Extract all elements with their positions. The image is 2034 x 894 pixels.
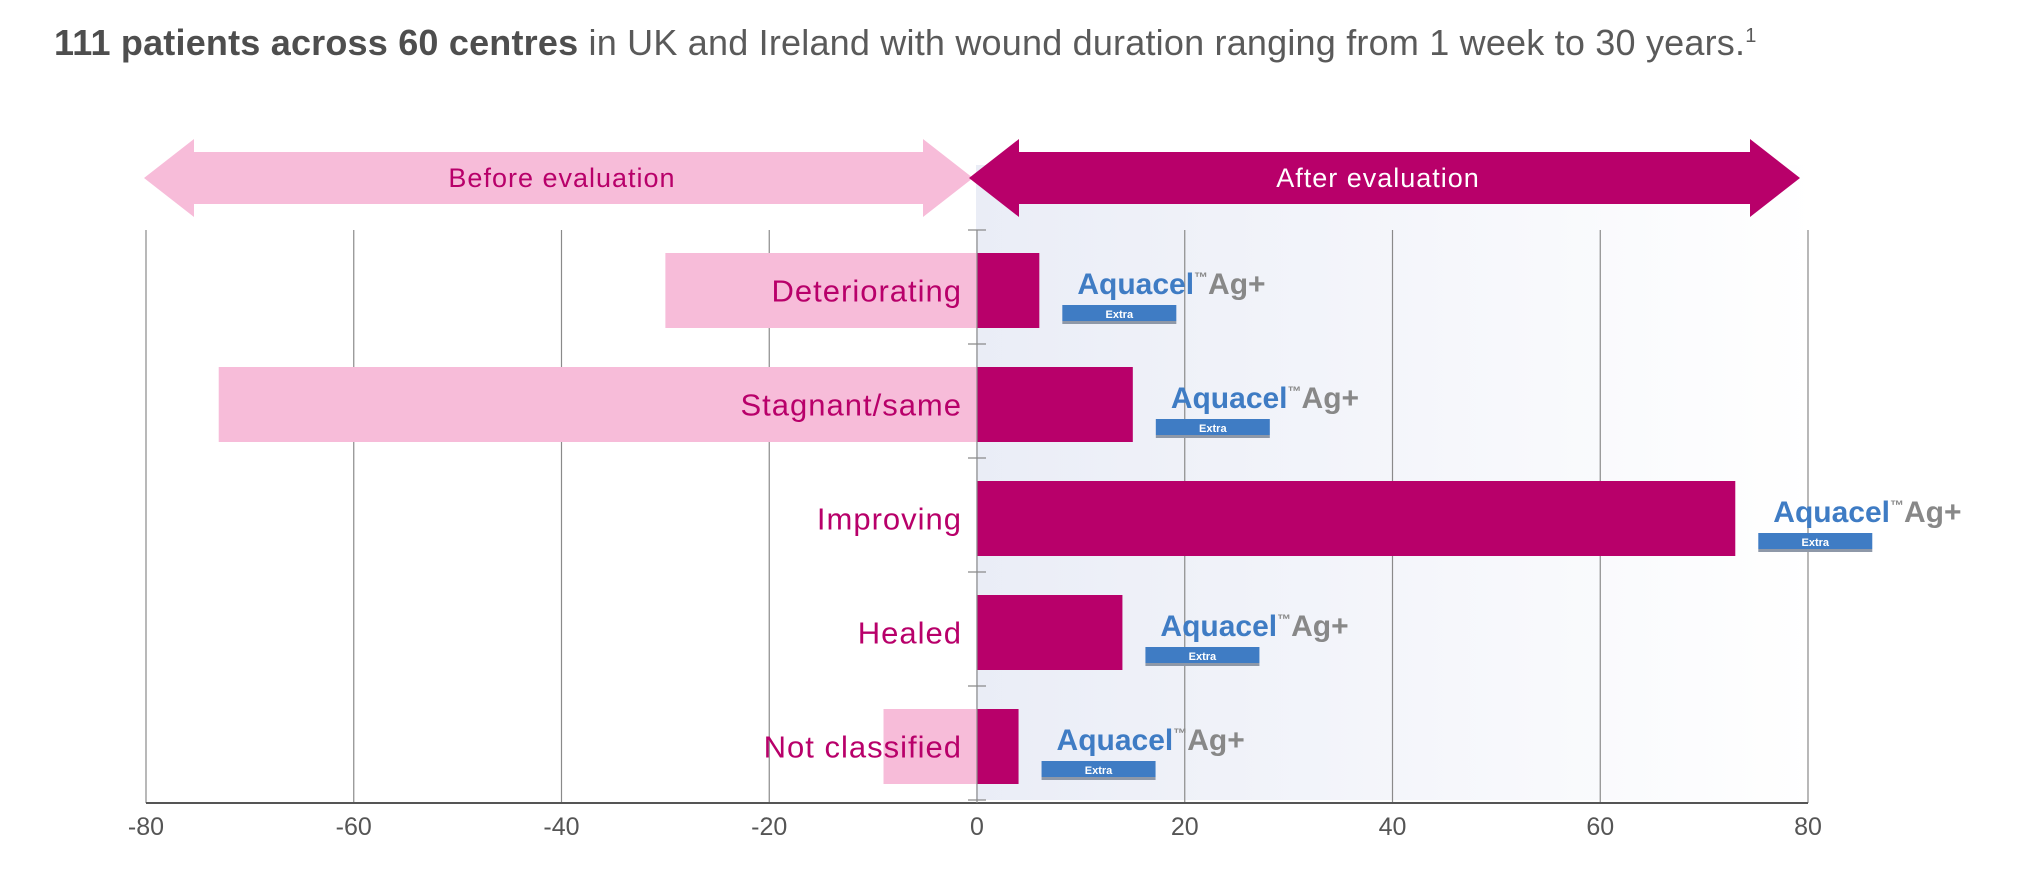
x-tick-label: 80 bbox=[1794, 813, 1822, 841]
brand-name: Aquacel bbox=[1077, 268, 1194, 301]
extra-badge bbox=[1155, 419, 1270, 435]
bar-before bbox=[218, 367, 977, 442]
aquacel-logo: Aquacel™Ag+ Extra bbox=[1041, 724, 1245, 780]
bar-before bbox=[883, 709, 977, 784]
extra-badge-shadow bbox=[1145, 663, 1260, 666]
extra-badge-shadow bbox=[1758, 549, 1873, 552]
x-axis: -80 -60 -40 -20 0 20 40 60 80 bbox=[128, 229, 1822, 841]
brand-suffix: Ag+ bbox=[1302, 382, 1360, 415]
before-evaluation-label: Before evaluation bbox=[448, 163, 675, 193]
before-evaluation-arrow bbox=[144, 139, 973, 217]
x-tick-label: 40 bbox=[1379, 813, 1407, 841]
footnote-marker: 1 bbox=[1745, 25, 1757, 47]
bar-after bbox=[977, 481, 1736, 556]
x-tick-label: -20 bbox=[751, 813, 787, 841]
extra-badge-shadow bbox=[1062, 321, 1177, 324]
aquacel-logo-text: Aquacel™Ag+ bbox=[1171, 382, 1359, 415]
category-label: Improving bbox=[817, 502, 962, 537]
aquacel-logo-text: Aquacel™Ag+ bbox=[1773, 496, 1961, 529]
extra-badge-shadow bbox=[1155, 435, 1270, 438]
trademark: ™ bbox=[1288, 383, 1302, 399]
brand-suffix: Ag+ bbox=[1291, 610, 1349, 643]
x-tick-label: -80 bbox=[128, 813, 164, 841]
category-label: Healed bbox=[858, 616, 962, 651]
bar-after bbox=[977, 595, 1123, 670]
trademark: ™ bbox=[1173, 725, 1187, 741]
bar-before bbox=[665, 253, 977, 328]
product-logos: Aquacel™Ag+ExtraAquacel™Ag+ExtraAquacel™… bbox=[1041, 268, 1962, 780]
bar-after bbox=[977, 367, 1133, 442]
aquacel-logo: Aquacel™Ag+ Extra bbox=[1758, 496, 1962, 552]
phase-arrows: Before evaluation After evaluation bbox=[144, 139, 1800, 217]
x-tick-label: 0 bbox=[970, 813, 984, 841]
category-labels: Deteriorating Stagnant/same Improving Heale… bbox=[740, 274, 962, 765]
extra-badge-label: Extra bbox=[1106, 309, 1134, 321]
brand-name: Aquacel bbox=[1160, 610, 1277, 643]
extra-badge bbox=[1145, 647, 1260, 663]
category-label: Not classified bbox=[764, 730, 962, 765]
page-title: 111 patients across 60 centres in UK and… bbox=[54, 22, 1757, 64]
trademark: ™ bbox=[1277, 611, 1291, 627]
after-evaluation-label: After evaluation bbox=[1276, 163, 1480, 193]
extra-badge bbox=[1062, 305, 1177, 321]
extra-badge-shadow bbox=[1041, 777, 1156, 780]
category-label: Deteriorating bbox=[772, 274, 962, 309]
brand-name: Aquacel bbox=[1773, 496, 1890, 529]
aquacel-logo-text: Aquacel™Ag+ bbox=[1160, 610, 1348, 643]
x-tick-label: 20 bbox=[1171, 813, 1199, 841]
brand-name: Aquacel bbox=[1057, 724, 1174, 757]
bar-after bbox=[977, 709, 1019, 784]
bar-after bbox=[977, 253, 1040, 328]
aquacel-logo: Aquacel™Ag+ Extra bbox=[1145, 610, 1349, 666]
x-tick-label: -60 bbox=[336, 813, 372, 841]
aquacel-logo: Aquacel™Ag+ Extra bbox=[1062, 268, 1266, 324]
x-tick-label: -40 bbox=[543, 813, 579, 841]
extra-badge-label: Extra bbox=[1085, 765, 1113, 777]
brand-suffix: Ag+ bbox=[1187, 724, 1245, 757]
trademark: ™ bbox=[1194, 269, 1208, 285]
trademark: ™ bbox=[1890, 497, 1904, 513]
title-rest: in UK and Ireland with wound duration ra… bbox=[578, 22, 1746, 63]
category-label: Stagnant/same bbox=[740, 388, 962, 423]
after-evaluation-arrow bbox=[969, 139, 1800, 217]
aquacel-logo-text: Aquacel™Ag+ bbox=[1057, 724, 1245, 757]
brand-name: Aquacel bbox=[1171, 382, 1288, 415]
x-tick-label: 60 bbox=[1586, 813, 1614, 841]
extra-badge bbox=[1041, 761, 1156, 777]
extra-badge-label: Extra bbox=[1802, 537, 1830, 549]
brand-suffix: Ag+ bbox=[1208, 268, 1266, 301]
extra-badge-label: Extra bbox=[1199, 423, 1227, 435]
bars bbox=[218, 253, 1736, 784]
title-bold: 111 patients across 60 centres bbox=[54, 22, 579, 63]
extra-badge bbox=[1758, 533, 1873, 549]
brand-suffix: Ag+ bbox=[1904, 496, 1962, 529]
extra-badge-label: Extra bbox=[1189, 651, 1217, 663]
aquacel-logo-text: Aquacel™Ag+ bbox=[1077, 268, 1265, 301]
aquacel-logo: Aquacel™Ag+ Extra bbox=[1155, 382, 1359, 438]
